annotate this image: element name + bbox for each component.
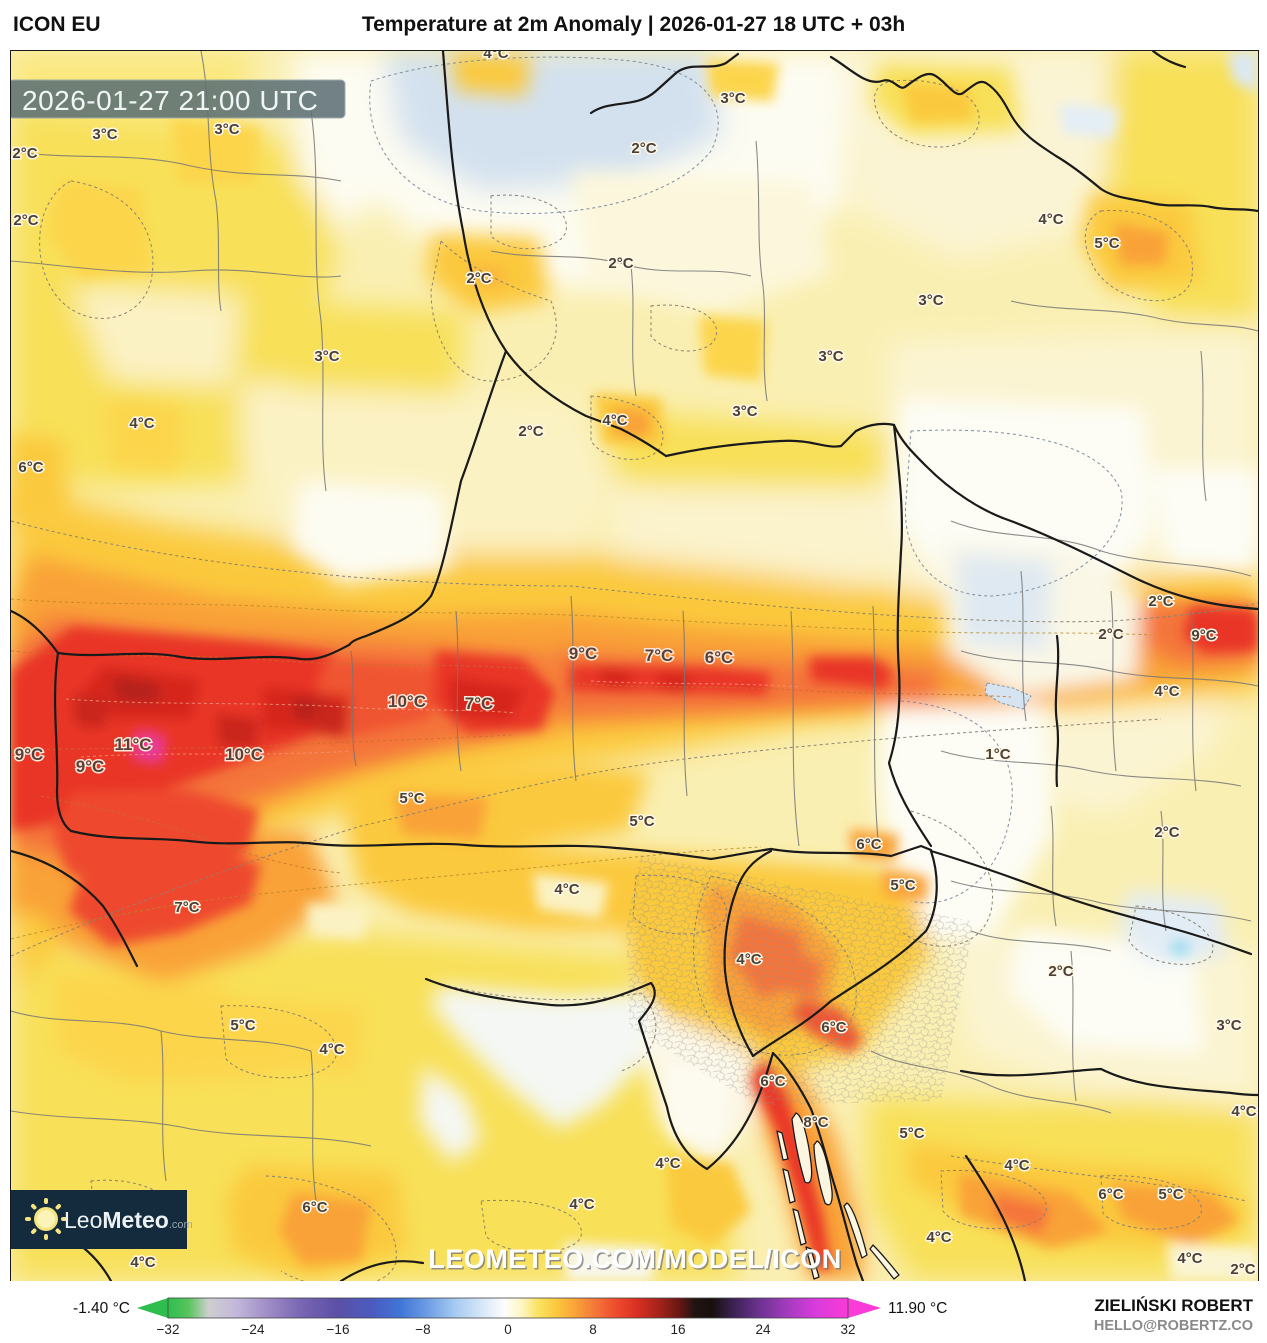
svg-text:2°C: 2°C	[1154, 824, 1179, 841]
svg-text:5°C: 5°C	[629, 813, 654, 830]
svg-text:ZIELIŃSKI ROBERT: ZIELIŃSKI ROBERT	[1094, 1296, 1253, 1315]
svg-text:6°C: 6°C	[705, 648, 734, 667]
svg-text:LEOMETEO.COM/MODEL/ICON: LEOMETEO.COM/MODEL/ICON	[428, 1244, 842, 1274]
svg-text:2°C: 2°C	[518, 423, 543, 440]
svg-text:2026-01-27 21:00 UTC: 2026-01-27 21:00 UTC	[22, 85, 318, 116]
svg-text:4°C: 4°C	[736, 951, 761, 968]
svg-text:LEOMETEO.COM/MODEL/ICON: LEOMETEO.COM/MODEL/ICON	[430, 1246, 844, 1276]
svg-text:−16: −16	[327, 1322, 350, 1337]
svg-text:4°C: 4°C	[602, 412, 627, 429]
svg-text:5°C: 5°C	[1094, 235, 1119, 252]
svg-text:3°C: 3°C	[1216, 1017, 1241, 1034]
svg-text:4°C: 4°C	[554, 881, 579, 898]
svg-text:4°C: 4°C	[1231, 1103, 1256, 1120]
svg-text:HELLO@ROBERTZ.CO: HELLO@ROBERTZ.CO	[1094, 1318, 1253, 1334]
svg-text:6°C: 6°C	[760, 1073, 785, 1090]
svg-text:6°C: 6°C	[821, 1019, 846, 1036]
svg-text:2°C: 2°C	[466, 270, 491, 287]
svg-text:1°C: 1°C	[985, 746, 1010, 763]
svg-text:4°C: 4°C	[130, 1254, 155, 1271]
svg-text:3°C: 3°C	[92, 126, 117, 143]
svg-text:4°C: 4°C	[569, 1196, 594, 1213]
svg-text:5°C: 5°C	[399, 790, 424, 807]
svg-text:2°C: 2°C	[631, 140, 656, 157]
svg-text:4°C: 4°C	[926, 1229, 951, 1246]
svg-text:5°C: 5°C	[230, 1017, 255, 1034]
svg-text:4°C: 4°C	[1038, 211, 1063, 228]
svg-text:0: 0	[504, 1322, 512, 1337]
svg-text:11.90 °C: 11.90 °C	[888, 1300, 947, 1317]
svg-text:2°C: 2°C	[12, 145, 37, 162]
svg-text:24: 24	[755, 1322, 771, 1337]
svg-text:6°C: 6°C	[856, 836, 881, 853]
svg-text:4°C: 4°C	[1004, 1157, 1029, 1174]
svg-text:7°C: 7°C	[174, 899, 199, 916]
svg-text:3°C: 3°C	[720, 90, 745, 107]
svg-text:−32: −32	[157, 1322, 180, 1337]
svg-text:4°C: 4°C	[1154, 683, 1179, 700]
svg-text:−24: −24	[242, 1322, 265, 1337]
svg-text:4°C: 4°C	[1177, 1250, 1202, 1267]
svg-text:4°C: 4°C	[483, 51, 508, 62]
svg-text:5°C: 5°C	[1158, 1186, 1183, 1203]
svg-text:9°C: 9°C	[76, 757, 105, 776]
svg-text:5°C: 5°C	[899, 1125, 924, 1142]
svg-text:8°C: 8°C	[803, 1114, 828, 1131]
svg-text:3°C: 3°C	[732, 403, 757, 420]
svg-text:11°C: 11°C	[114, 735, 151, 754]
svg-text:2°C: 2°C	[1230, 1261, 1255, 1278]
svg-text:5°C: 5°C	[890, 877, 915, 894]
svg-text:10°C: 10°C	[225, 745, 263, 764]
svg-text:4°C: 4°C	[129, 415, 154, 432]
svg-text:32: 32	[840, 1322, 855, 1337]
svg-text:−8: −8	[415, 1322, 430, 1337]
svg-text:6°C: 6°C	[302, 1199, 327, 1216]
svg-text:4°C: 4°C	[319, 1041, 344, 1058]
svg-text:9°C: 9°C	[569, 644, 598, 663]
svg-text:9°C: 9°C	[1191, 627, 1216, 644]
svg-text:6°C: 6°C	[18, 459, 43, 476]
svg-text:2°C: 2°C	[608, 255, 633, 272]
svg-text:3°C: 3°C	[818, 348, 843, 365]
svg-text:6°C: 6°C	[1098, 1186, 1123, 1203]
svg-text:8: 8	[589, 1322, 597, 1337]
svg-text:2°C: 2°C	[1098, 626, 1123, 643]
svg-text:16: 16	[670, 1322, 685, 1337]
svg-text:3°C: 3°C	[214, 121, 239, 138]
svg-text:3°C: 3°C	[314, 348, 339, 365]
svg-text:2°C: 2°C	[13, 212, 38, 229]
svg-text:3°C: 3°C	[918, 292, 943, 309]
svg-text:-1.40 °C: -1.40 °C	[73, 1300, 130, 1317]
svg-text:10°C: 10°C	[388, 692, 426, 711]
svg-text:2°C: 2°C	[1148, 593, 1173, 610]
svg-text:4°C: 4°C	[655, 1155, 680, 1172]
svg-text:7°C: 7°C	[645, 646, 674, 665]
svg-text:7°C: 7°C	[465, 694, 494, 713]
svg-text:9°C: 9°C	[15, 745, 44, 764]
svg-text:2°C: 2°C	[1048, 963, 1073, 980]
